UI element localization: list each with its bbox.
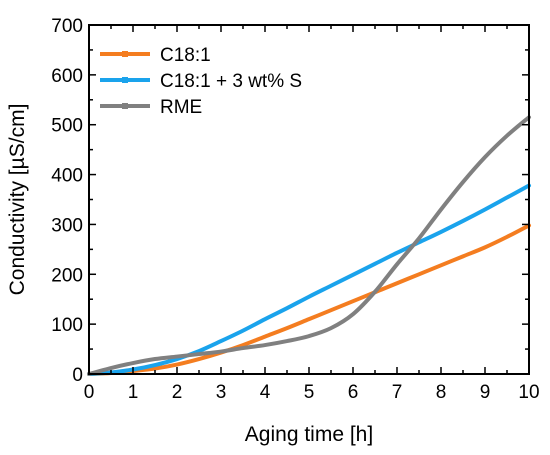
x-tick-label: 1 <box>128 382 139 403</box>
legend-entry: C18:1 + 3 wt% S <box>100 71 302 92</box>
y-tick-label: 100 <box>51 315 83 336</box>
ticks-layer <box>88 24 530 375</box>
series-line <box>87 223 531 376</box>
y-tick-label: 500 <box>51 116 83 137</box>
legend-label: C18:1 + 3 wt% S <box>160 71 302 92</box>
x-tick-label: 6 <box>348 382 359 403</box>
x-tick-label: 4 <box>260 382 271 403</box>
plot-frame <box>88 24 530 375</box>
x-tick-label: 2 <box>172 382 183 403</box>
x-tick-label: 10 <box>518 382 539 403</box>
legend-marker <box>122 103 128 109</box>
series-line <box>87 115 531 376</box>
y-tick-label: 700 <box>51 16 83 37</box>
legend-entry: RME <box>100 97 202 118</box>
series-layer <box>87 115 531 376</box>
legend-entry: C18:1 <box>100 45 211 66</box>
y-axis-title: Conductivity [µS/cm] <box>6 104 29 296</box>
x-tick-label: 3 <box>216 382 227 403</box>
legend-label: RME <box>160 97 202 118</box>
x-tick-label: 9 <box>480 382 491 403</box>
y-tick-label: 600 <box>51 66 83 87</box>
x-tick-label: 8 <box>436 382 447 403</box>
x-tick-label: 5 <box>304 382 315 403</box>
x-axis-title: Aging time [h] <box>245 423 373 446</box>
legend-marker <box>122 51 128 57</box>
y-tick-label: 200 <box>51 265 83 286</box>
legend-marker <box>122 77 128 83</box>
x-tick-label: 0 <box>84 382 95 403</box>
x-tick-label: 7 <box>392 382 403 403</box>
series-line <box>87 183 531 376</box>
legend: C18:1 C18:1 + 3 wt% S RME <box>100 45 302 118</box>
y-tick-label: 400 <box>51 166 83 187</box>
y-tick-label: 0 <box>72 365 83 386</box>
y-tick-label: 300 <box>51 215 83 236</box>
legend-label: C18:1 <box>160 45 211 66</box>
